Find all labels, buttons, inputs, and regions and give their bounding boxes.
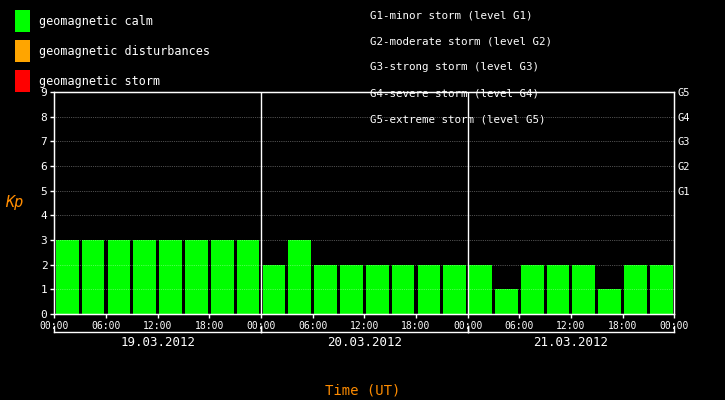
Text: 19.03.2012: 19.03.2012 — [120, 336, 195, 349]
Text: Kp: Kp — [5, 196, 23, 210]
Bar — [650, 265, 673, 314]
Bar — [314, 265, 337, 314]
Text: G2-moderate storm (level G2): G2-moderate storm (level G2) — [370, 36, 552, 46]
Text: geomagnetic calm: geomagnetic calm — [39, 14, 153, 28]
Text: 20.03.2012: 20.03.2012 — [327, 336, 402, 349]
Bar — [444, 265, 466, 314]
Text: geomagnetic storm: geomagnetic storm — [39, 74, 160, 88]
Bar — [185, 240, 208, 314]
Bar — [624, 265, 647, 314]
Bar — [469, 265, 492, 314]
Bar — [237, 240, 260, 314]
Text: 21.03.2012: 21.03.2012 — [534, 336, 608, 349]
Bar — [160, 240, 182, 314]
Bar — [598, 289, 621, 314]
Bar — [340, 265, 362, 314]
Text: geomagnetic disturbances: geomagnetic disturbances — [39, 44, 210, 58]
Bar — [521, 265, 544, 314]
Text: G4-severe storm (level G4): G4-severe storm (level G4) — [370, 88, 539, 98]
Bar — [495, 289, 518, 314]
Bar — [133, 240, 156, 314]
Text: G3-strong storm (level G3): G3-strong storm (level G3) — [370, 62, 539, 72]
Bar — [366, 265, 389, 314]
Text: G5-extreme storm (level G5): G5-extreme storm (level G5) — [370, 114, 545, 124]
Bar — [547, 265, 569, 314]
Bar — [289, 240, 311, 314]
Bar — [56, 240, 78, 314]
Bar — [262, 265, 285, 314]
Bar — [418, 265, 440, 314]
Bar — [392, 265, 415, 314]
Bar — [107, 240, 130, 314]
Bar — [211, 240, 233, 314]
Bar — [573, 265, 595, 314]
Text: G1-minor storm (level G1): G1-minor storm (level G1) — [370, 10, 532, 20]
Bar — [82, 240, 104, 314]
Text: Time (UT): Time (UT) — [325, 384, 400, 398]
